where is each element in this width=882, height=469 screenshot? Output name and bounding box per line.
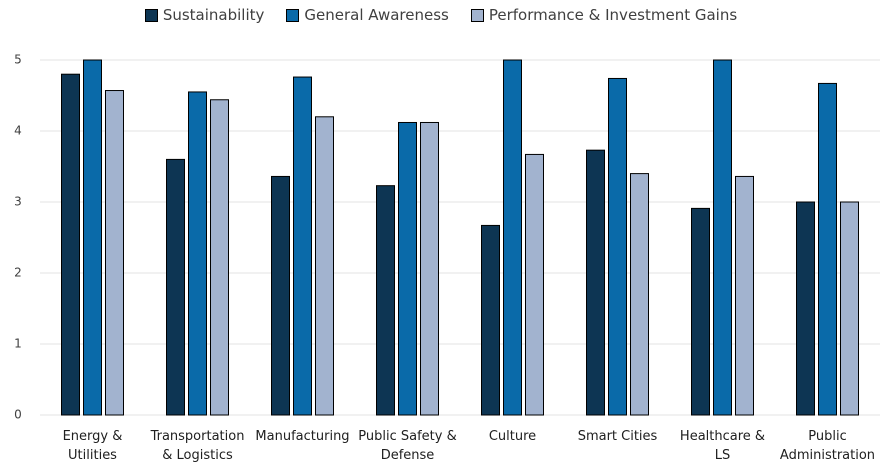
bar bbox=[83, 59, 102, 416]
bar bbox=[818, 82, 837, 416]
bar bbox=[188, 91, 207, 416]
x-tick-label: Public Safety & Defense bbox=[358, 429, 457, 463]
y-tick-label: 4 bbox=[14, 124, 22, 138]
bar bbox=[293, 76, 312, 416]
y-tick-label: 2 bbox=[14, 266, 22, 280]
bar bbox=[166, 158, 185, 416]
bar bbox=[105, 90, 124, 416]
bar bbox=[735, 175, 754, 416]
legend-item: Performance & Investment Gains bbox=[470, 6, 738, 24]
legend-item: Sustainability bbox=[144, 6, 265, 24]
bar bbox=[503, 59, 522, 416]
x-tick-label: Public Administration bbox=[779, 429, 876, 463]
y-tick-label: 1 bbox=[14, 337, 22, 351]
legend-swatch bbox=[144, 8, 158, 22]
legend-label: General Awareness bbox=[304, 6, 449, 24]
legend-label: Sustainability bbox=[162, 6, 265, 24]
x-tick-label: Transportation & Logistics bbox=[150, 429, 245, 463]
bar bbox=[586, 149, 605, 416]
bar bbox=[691, 207, 710, 416]
bar bbox=[398, 121, 417, 416]
legend-swatch bbox=[286, 8, 300, 22]
x-tick-label: Manufacturing bbox=[255, 429, 350, 444]
bar bbox=[608, 77, 627, 416]
legend-label: Performance & Investment Gains bbox=[488, 6, 738, 24]
bar bbox=[210, 99, 229, 416]
bar bbox=[840, 201, 859, 416]
bar bbox=[796, 201, 815, 416]
bar bbox=[61, 73, 80, 416]
bar bbox=[525, 153, 544, 416]
legend-item: General Awareness bbox=[286, 6, 449, 24]
x-tick-label: Energy & Utilities bbox=[62, 429, 123, 463]
bar bbox=[713, 59, 732, 416]
bar bbox=[481, 224, 500, 416]
x-tick-label: Culture bbox=[488, 429, 537, 444]
x-tick-label: Healthcare & LS bbox=[679, 429, 766, 463]
bar bbox=[630, 173, 649, 416]
y-tick-label: 5 bbox=[14, 53, 22, 67]
y-tick-label: 0 bbox=[14, 408, 22, 422]
bar bbox=[271, 175, 290, 416]
bar bbox=[376, 185, 395, 416]
y-tick-label: 3 bbox=[14, 195, 22, 209]
legend: Sustainability General Awareness Performan… bbox=[0, 6, 882, 24]
legend-swatch bbox=[470, 8, 484, 22]
bar bbox=[315, 116, 334, 416]
x-tick-label: Smart Cities bbox=[577, 429, 658, 444]
bar bbox=[420, 121, 439, 416]
